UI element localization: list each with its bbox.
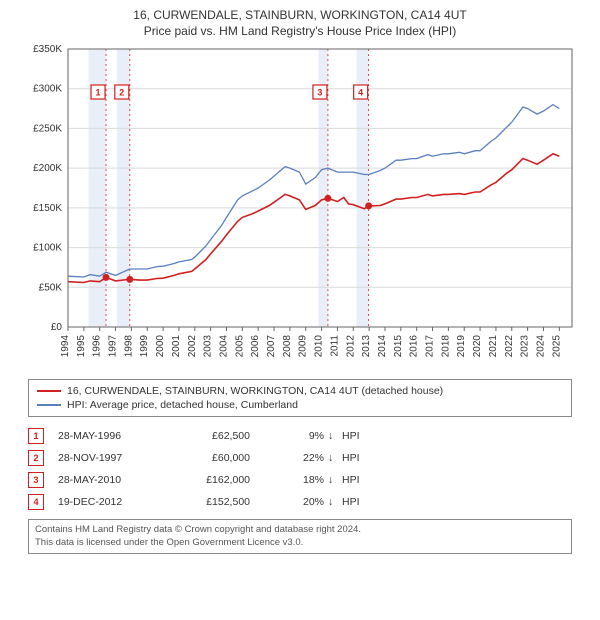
svg-text:3: 3 (317, 88, 322, 98)
down-arrow-icon: ↓ (328, 452, 342, 464)
footer-line-2: This data is licensed under the Open Gov… (35, 537, 565, 549)
event-row: 2 28-NOV-1997£60,00022%↓HPI (28, 447, 572, 469)
event-price: £60,000 (188, 452, 278, 464)
svg-text:2004: 2004 (218, 335, 229, 358)
legend-row: HPI: Average price, detached house, Cumb… (37, 398, 563, 412)
svg-text:1994: 1994 (60, 335, 71, 358)
event-hpi-label: HPI (342, 496, 360, 508)
svg-text:2010: 2010 (314, 335, 325, 358)
svg-text:2007: 2007 (266, 335, 277, 358)
event-hpi-label: HPI (342, 452, 360, 464)
down-arrow-icon: ↓ (328, 430, 342, 442)
svg-text:2015: 2015 (393, 335, 404, 358)
title-line-1: 16, CURWENDALE, STAINBURN, WORKINGTON, C… (10, 8, 590, 24)
event-price: £152,500 (188, 496, 278, 508)
title-line-2: Price paid vs. HM Land Registry's House … (10, 24, 590, 40)
svg-text:1997: 1997 (108, 335, 119, 358)
down-arrow-icon: ↓ (328, 496, 342, 508)
event-date: 28-MAY-1996 (58, 430, 188, 442)
event-number-box: 2 (28, 450, 44, 466)
legend-text: HPI: Average price, detached house, Cumb… (67, 399, 298, 411)
svg-text:2023: 2023 (520, 335, 531, 358)
svg-text:2025: 2025 (551, 335, 562, 358)
svg-text:2003: 2003 (203, 335, 214, 358)
svg-text:2022: 2022 (504, 335, 515, 358)
footer-attribution: Contains HM Land Registry data © Crown c… (28, 519, 572, 554)
svg-text:2006: 2006 (250, 335, 261, 358)
event-date: 19-DEC-2012 (58, 496, 188, 508)
event-row: 3 28-MAY-2010£162,00018%↓HPI (28, 469, 572, 491)
svg-text:2002: 2002 (187, 335, 198, 358)
svg-text:2024: 2024 (535, 335, 546, 358)
svg-text:2011: 2011 (329, 335, 340, 357)
svg-text:2012: 2012 (345, 335, 356, 358)
event-number-box: 1 (28, 428, 44, 444)
svg-text:£200K: £200K (33, 163, 62, 174)
svg-text:1996: 1996 (92, 335, 103, 358)
event-number-box: 3 (28, 472, 44, 488)
svg-text:1998: 1998 (123, 335, 134, 358)
svg-text:2018: 2018 (440, 335, 451, 358)
event-pct: 9% (278, 430, 328, 442)
events-table: 128-MAY-1996£62,5009%↓HPI228-NOV-1997£60… (28, 425, 572, 513)
svg-text:2016: 2016 (409, 335, 420, 358)
svg-text:2014: 2014 (377, 335, 388, 358)
svg-text:1995: 1995 (76, 335, 87, 358)
svg-text:2005: 2005 (234, 335, 245, 358)
svg-text:£150K: £150K (33, 203, 62, 214)
svg-text:2013: 2013 (361, 335, 372, 358)
event-hpi-label: HPI (342, 430, 360, 442)
svg-text:2020: 2020 (472, 335, 483, 358)
svg-text:2009: 2009 (298, 335, 309, 358)
event-date: 28-NOV-1997 (58, 452, 188, 464)
svg-text:£50K: £50K (39, 282, 63, 293)
svg-text:4: 4 (358, 88, 363, 98)
event-row: 1 28-MAY-1996£62,5009%↓HPI (28, 425, 572, 447)
event-row: 4 19-DEC-2012£152,50020%↓HPI (28, 491, 572, 513)
price-chart: £0 £50K £100K £150K £200K £250K £300K £350K 1994… (20, 43, 580, 373)
event-pct: 22% (278, 452, 328, 464)
legend-text: 16, CURWENDALE, STAINBURN, WORKINGTON, C… (67, 385, 443, 397)
svg-text:2000: 2000 (155, 335, 166, 358)
svg-text:2019: 2019 (456, 335, 467, 358)
event-price: £62,500 (188, 430, 278, 442)
legend: 16, CURWENDALE, STAINBURN, WORKINGTON, C… (28, 379, 572, 417)
event-hpi-label: HPI (342, 474, 360, 486)
svg-text:2008: 2008 (282, 335, 293, 358)
svg-text:2021: 2021 (488, 335, 499, 358)
svg-text:£350K: £350K (33, 44, 62, 55)
event-price: £162,000 (188, 474, 278, 486)
event-pct: 18% (278, 474, 328, 486)
svg-text:2: 2 (119, 88, 124, 98)
event-number-box: 4 (28, 494, 44, 510)
svg-text:1999: 1999 (139, 335, 150, 358)
svg-text:1: 1 (96, 88, 101, 98)
down-arrow-icon: ↓ (328, 474, 342, 486)
svg-text:£100K: £100K (33, 243, 62, 254)
legend-row: 16, CURWENDALE, STAINBURN, WORKINGTON, C… (37, 384, 563, 398)
chart-title: 16, CURWENDALE, STAINBURN, WORKINGTON, C… (10, 8, 590, 39)
svg-text:£250K: £250K (33, 124, 62, 135)
svg-text:2017: 2017 (425, 335, 436, 358)
legend-swatch (37, 390, 61, 392)
footer-line-1: Contains HM Land Registry data © Crown c… (35, 524, 565, 536)
svg-text:£0: £0 (51, 322, 63, 333)
event-date: 28-MAY-2010 (58, 474, 188, 486)
legend-swatch (37, 404, 61, 406)
svg-text:£300K: £300K (33, 84, 62, 95)
svg-text:2001: 2001 (171, 335, 182, 358)
event-pct: 20% (278, 496, 328, 508)
